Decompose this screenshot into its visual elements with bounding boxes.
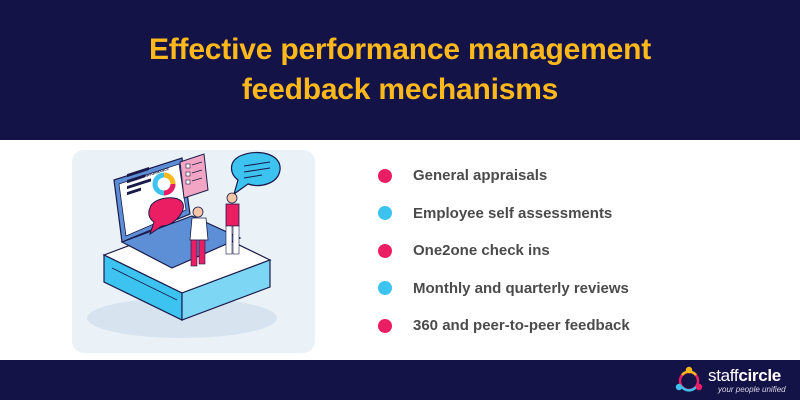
bullet-dot-icon: [378, 243, 392, 258]
circle-people-icon: [675, 366, 703, 392]
list-item: One2one check ins: [378, 232, 630, 270]
brand-name-part1: staff: [708, 366, 739, 385]
title-line-1: Effective performance management: [148, 33, 652, 66]
performance-review-illustration: CAREER PERFORMANCE: [72, 150, 315, 353]
laptop-meeting-image: CAREER PERFORMANCE: [87, 151, 281, 338]
staffcircle-logo[interactable]: staffcircle your people unified: [674, 364, 790, 396]
brand-name-part2: circle: [738, 366, 781, 385]
bullet-dot-icon: [378, 168, 392, 183]
list-item: Monthly and quarterly reviews: [378, 270, 630, 308]
list-item-label: 360 and peer-to-peer feedback: [413, 317, 630, 335]
list-item-label: Monthly and quarterly reviews: [413, 279, 629, 297]
bullet-dot-icon: [378, 206, 392, 221]
feedback-mechanisms-list: General appraisals Employee self assessm…: [378, 157, 630, 345]
brand-tagline: your people unified: [718, 385, 786, 394]
list-item: 360 and peer-to-peer feedback: [378, 307, 630, 345]
list-item-label: One2one check ins: [413, 242, 550, 260]
bullet-dot-icon: [378, 281, 392, 296]
list-item-label: Employee self assessments: [413, 204, 613, 222]
title-line-2: feedback mechanisms: [241, 73, 559, 106]
page-title: Effective performance management feedbac…: [149, 30, 651, 110]
bullet-dot-icon: [378, 318, 392, 333]
list-item: Employee self assessments: [378, 195, 630, 233]
list-item: General appraisals: [378, 157, 630, 195]
footer-bar: staffcircle your people unified: [0, 360, 800, 400]
header-banner: Effective performance management feedbac…: [0, 0, 800, 140]
brand-name: staffcircle: [708, 366, 781, 386]
list-item-label: General appraisals: [413, 167, 548, 185]
